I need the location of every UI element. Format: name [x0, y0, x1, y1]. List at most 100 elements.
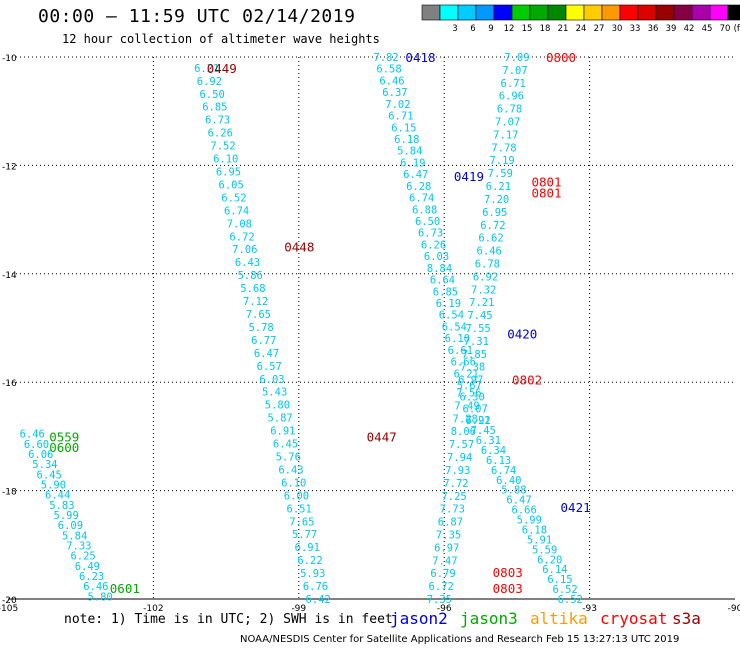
- x-tick-label: -96: [437, 604, 452, 614]
- colorbar-label: 30: [612, 24, 623, 34]
- swh-data-point: 7.17: [493, 129, 518, 141]
- swh-data-point: 6.40: [496, 475, 521, 487]
- colorbar-label: 24: [576, 24, 587, 34]
- swh-data-point: 7.65: [246, 309, 271, 321]
- swh-data-point: 6.71: [388, 111, 413, 123]
- swh-data-point: 7.35: [436, 529, 461, 541]
- swh-data-point: 7.31: [464, 336, 489, 348]
- swh-data-point: 5.67: [457, 380, 482, 392]
- colorbar-label: 18: [540, 24, 551, 34]
- colorbar-label: 39: [666, 24, 677, 34]
- swh-data-point: 6.74: [409, 193, 434, 205]
- swh-data-point: 7.07: [495, 117, 520, 129]
- swh-data-point: 6.91: [270, 426, 295, 438]
- swh-data-point: 6.21: [454, 368, 479, 380]
- swh-data-point: 6.42: [306, 594, 331, 606]
- swh-data-point: 6.49: [75, 561, 100, 573]
- swh-data-point: 6.03: [424, 251, 449, 263]
- swh-data-point: 6.28: [406, 181, 431, 193]
- swh-data-point: 6.46: [379, 75, 404, 87]
- x-tick-label: -93: [582, 604, 597, 614]
- swh-data-point: 7.02: [385, 99, 410, 111]
- swh-data-point: 6.78: [497, 104, 522, 116]
- colorbar-label: 15: [522, 24, 533, 34]
- swh-data-point: 6.22: [297, 555, 322, 567]
- swh-data-point: 6.54: [442, 321, 467, 333]
- colorbar-label: 27: [594, 24, 605, 34]
- swh-data-point: 5.68: [240, 283, 265, 295]
- swh-data-point: 7.45: [471, 425, 496, 437]
- swh-data-point: 7.65: [289, 516, 314, 528]
- swh-data-point: 6.72: [480, 220, 505, 232]
- colorbar-cell: [511, 4, 531, 21]
- pass-time-label: 0802: [512, 372, 542, 387]
- swh-data-point: 5.84: [62, 530, 87, 542]
- swh-data-point: 6.09: [58, 520, 83, 532]
- swh-data-point: 6.72: [429, 581, 454, 593]
- swh-data-point: 7.20: [484, 194, 509, 206]
- swh-data-point: 6.05: [219, 179, 244, 191]
- swh-data-point: 6.15: [547, 574, 572, 586]
- pass-time-label: 0448: [284, 240, 314, 255]
- swh-data-point: 5.99: [517, 515, 542, 527]
- swh-data-point: 6.34: [481, 445, 506, 457]
- swh-data-point: 7.25: [441, 491, 466, 503]
- swh-data-point: 6.64: [430, 275, 455, 287]
- swh-data-point: 6.50: [415, 216, 440, 228]
- swh-data-point: 6.03: [259, 374, 284, 386]
- credit-line: NOAA/NESDIS Center for Satellite Applica…: [240, 634, 680, 645]
- swh-data-point: 6.52: [558, 594, 583, 606]
- legend-jason2: jason2: [390, 609, 448, 628]
- colorbar-cell: [457, 4, 477, 21]
- swh-data-point: 6.92: [197, 76, 222, 88]
- swh-data-point: 6.46: [477, 246, 502, 258]
- swh-data-point: 6.46: [83, 581, 108, 593]
- swh-data-point: 8.84: [427, 263, 452, 275]
- swh-data-point: 6.26: [421, 239, 446, 251]
- swh-data-point: 6.85: [433, 286, 458, 298]
- swh-data-point: 5.77: [292, 529, 317, 541]
- swh-data-point: 7.49: [454, 400, 479, 412]
- swh-data-point: 6.78: [475, 258, 500, 270]
- pass-time-label: 0803: [493, 581, 523, 596]
- swh-data-point: 6.47: [506, 495, 531, 507]
- legend-cryosat: cryosat: [600, 609, 668, 628]
- colorbar-unit: (ft): [734, 24, 740, 34]
- swh-data-point: 6.74: [491, 465, 516, 477]
- swh-data-point: 5.59: [532, 544, 557, 556]
- swh-data-point: 6.18: [394, 134, 419, 146]
- pass-time-label: 0449: [207, 61, 237, 76]
- swh-data-point: 5.34: [32, 459, 57, 471]
- legend-jason3: jason3: [460, 609, 518, 628]
- legend-s3a: s3a: [672, 609, 701, 628]
- swh-data-point: 5.43: [262, 387, 287, 399]
- swh-data-point: 6.45: [273, 439, 298, 451]
- swh-data-point: 6.95: [482, 207, 507, 219]
- swh-data-point: 6.21: [194, 63, 219, 75]
- swh-data-point: 6.74: [224, 205, 249, 217]
- swh-data-point: 6.76: [303, 581, 328, 593]
- swh-data-point: 6.58: [376, 64, 401, 76]
- colorbar-cell: [727, 4, 740, 21]
- colorbar-cell: [619, 4, 639, 21]
- swh-data-point: 6.66: [512, 505, 537, 517]
- x-tick-label: -105: [0, 604, 18, 614]
- pass-time-label: 0447: [367, 429, 397, 444]
- swh-data-point: 5.99: [54, 510, 79, 522]
- swh-data-point: 5.84: [397, 146, 422, 158]
- swh-data-point: 7.78: [491, 142, 516, 154]
- swh-data-point: 6.47: [403, 169, 428, 181]
- y-tick-label: -20: [2, 596, 17, 606]
- swh-data-point: 6.95: [216, 166, 241, 178]
- pass-time-label: 0801: [531, 175, 561, 190]
- y-tick-label: -12: [2, 162, 17, 172]
- swh-data-point: 6.57: [257, 361, 282, 373]
- swh-data-point: 7.47: [432, 555, 457, 567]
- swh-data-point: 6.20: [537, 554, 562, 566]
- x-tick-label: -102: [143, 604, 163, 614]
- swh-data-point: 5.91: [527, 534, 552, 546]
- pass-time-label: 0418: [405, 50, 435, 65]
- swh-data-point: 6.50: [200, 89, 225, 101]
- colorbar-label: 42: [684, 24, 695, 34]
- colorbar-cell: [493, 4, 513, 21]
